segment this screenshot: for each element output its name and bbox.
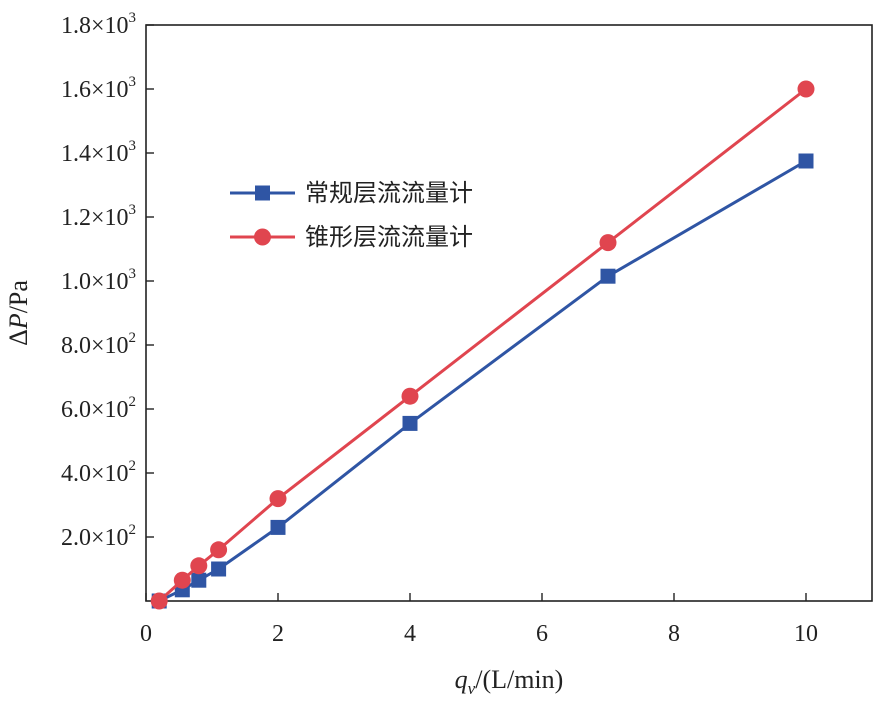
- x-tick-label: 2: [272, 621, 284, 647]
- data-point-conical: [599, 234, 617, 252]
- data-point-conical: [401, 387, 419, 405]
- legend-item-conical: 锥形层流流量计: [230, 223, 473, 251]
- legend-marker-square: [255, 185, 270, 201]
- y-tick-label: 4.0×102: [61, 458, 136, 487]
- data-point-conventional: [402, 415, 418, 431]
- y-tick-label: 2.0×102: [61, 522, 136, 551]
- x-axis-label: qv/(L/min): [455, 665, 564, 698]
- y-tick-label: 1.6×103: [61, 74, 136, 103]
- x-tick-label: 4: [404, 621, 416, 647]
- data-point-conventional: [270, 519, 286, 535]
- series-line-conical: [158, 87, 807, 603]
- series-line-conventional: [158, 159, 807, 603]
- data-point-conical: [210, 541, 228, 559]
- data-point-conventional: [798, 153, 814, 169]
- data-point-conical: [150, 592, 168, 610]
- x-tick-label: 10: [794, 621, 818, 647]
- y-tick-label: 1.4×103: [61, 138, 136, 167]
- series-conventional: [151, 153, 814, 609]
- plot-frame: [145, 24, 873, 602]
- series-layer: [150, 80, 815, 610]
- y-axis-label: ΔP/Pa: [4, 280, 33, 346]
- y-tick-label: 1.8×103: [61, 10, 136, 39]
- data-point-conical: [269, 490, 287, 508]
- series-conical: [150, 80, 815, 610]
- data-point-conical: [797, 80, 815, 98]
- data-point-conventional: [211, 561, 227, 577]
- legend-label: 锥形层流流量计: [305, 223, 473, 251]
- y-tick-label: 8.0×102: [61, 330, 136, 359]
- y-tick-label: 1.0×103: [61, 266, 136, 295]
- y-tick-label: 6.0×102: [61, 394, 136, 423]
- legend-label: 常规层流流量计: [305, 179, 473, 207]
- data-point-conical: [190, 557, 208, 575]
- data-point-conical: [173, 571, 191, 589]
- x-tick-label: 0: [140, 621, 152, 647]
- axis-ticks: 0 2 4 6 8 10 2.0×102 4.0×102 6.0×102 8.0×102 1.0×1…: [61, 10, 818, 647]
- x-tick-label: 6: [536, 621, 548, 647]
- data-point-conventional: [600, 268, 616, 284]
- data-point-conventional: [191, 572, 207, 588]
- legend-marker-circle: [254, 228, 271, 246]
- y-tick-label: 1.2×103: [61, 202, 136, 231]
- legend-item-conventional: 常规层流流量计: [230, 179, 473, 207]
- x-tick-label: 8: [668, 621, 680, 647]
